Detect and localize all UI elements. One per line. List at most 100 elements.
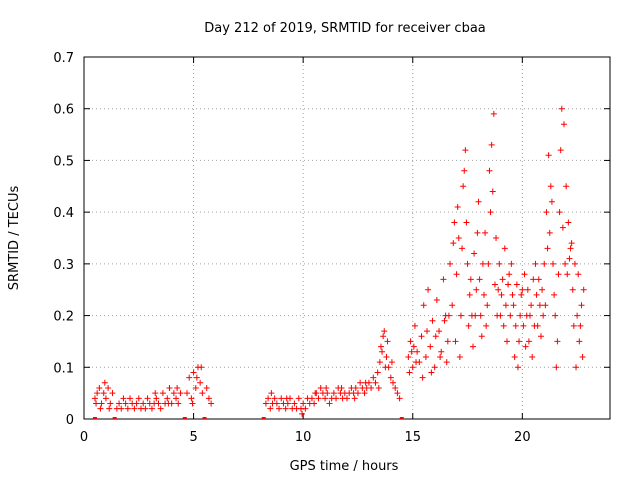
- data-point: [422, 353, 429, 360]
- data-point: [493, 235, 500, 241]
- data-point: [507, 312, 514, 319]
- data-point: [392, 384, 399, 391]
- data-point: [512, 322, 519, 329]
- data-point: [556, 209, 563, 216]
- y-tick-label: 0.5: [53, 154, 74, 169]
- data-point: [487, 209, 494, 216]
- data-point: [555, 271, 562, 278]
- data-point: [208, 400, 215, 407]
- data-point: [197, 379, 204, 386]
- y-axis-label: SRMTID / TECUs: [7, 186, 22, 291]
- y-tick-label: 0.4: [53, 206, 74, 221]
- data-point: [496, 260, 503, 267]
- data-point: [205, 395, 212, 402]
- data-point: [503, 338, 510, 345]
- data-point: [203, 384, 210, 391]
- data-point: [550, 260, 557, 267]
- data-point: [284, 400, 291, 407]
- data-point: [573, 364, 580, 371]
- data-point: [283, 395, 290, 402]
- data-point: [521, 271, 528, 278]
- data-point: [271, 395, 278, 402]
- data-point: [324, 390, 331, 397]
- data-point: [457, 312, 464, 319]
- data-point: [406, 369, 413, 376]
- data-point: [326, 400, 333, 407]
- data-point: [131, 405, 138, 412]
- data-point: [501, 245, 508, 252]
- data-point: [574, 312, 581, 319]
- data-point: [498, 291, 505, 298]
- data-point: [474, 229, 481, 236]
- data-point: [516, 338, 523, 345]
- data-point: [420, 302, 427, 309]
- data-point: [148, 405, 155, 412]
- data-point: [511, 353, 518, 360]
- data-point: [554, 338, 561, 345]
- data-point: [500, 322, 507, 329]
- data-point: [278, 395, 285, 402]
- data-point: [381, 328, 388, 335]
- data-point: [471, 250, 478, 257]
- data-point: [153, 395, 160, 402]
- data-point: [506, 271, 513, 278]
- data-point: [174, 384, 181, 391]
- data-point: [519, 286, 526, 293]
- data-point: [152, 390, 159, 397]
- data-point: [478, 333, 485, 340]
- chart-title: Day 212 of 2019, SRMTID for receiver cba…: [204, 21, 486, 36]
- data-point: [483, 322, 490, 329]
- x-tick-label: 10: [295, 430, 312, 445]
- data-point: [170, 390, 177, 397]
- data-point: [432, 333, 439, 340]
- y-axis: 0 0.1 0.2 0.3 0.4 0.5 0.6 0.7: [53, 51, 610, 428]
- x-tick-label: 20: [514, 430, 531, 445]
- data-point: [547, 183, 554, 190]
- x-tick-label: 0: [80, 430, 88, 445]
- data-point: [578, 302, 585, 309]
- y-tick-label: 0.3: [53, 258, 74, 273]
- data-point: [419, 374, 426, 381]
- data-point: [467, 276, 474, 283]
- data-point: [495, 286, 502, 293]
- data-point: [477, 312, 484, 319]
- data-point: [454, 203, 461, 210]
- data-point: [276, 405, 283, 412]
- data-point: [564, 271, 571, 278]
- data-point: [166, 384, 173, 391]
- data-point: [267, 405, 274, 412]
- data-point: [429, 317, 436, 324]
- data-point: [299, 410, 306, 417]
- data-point: [444, 338, 451, 345]
- data-point: [98, 400, 105, 407]
- data-point: [120, 395, 127, 402]
- data-point: [173, 395, 180, 402]
- data-point: [97, 405, 104, 412]
- data-point: [520, 322, 527, 329]
- data-point: [452, 338, 459, 345]
- data-point: [192, 384, 199, 391]
- data-point: [362, 379, 369, 386]
- data-point: [560, 121, 567, 128]
- x-tick-label: 15: [404, 430, 421, 445]
- data-point: [405, 353, 412, 360]
- data-point: [569, 286, 576, 293]
- data-point: [449, 302, 456, 309]
- data-point: [396, 395, 403, 402]
- y-tick-label: 0.2: [53, 310, 74, 325]
- data-point: [190, 369, 197, 376]
- data-point: [472, 312, 479, 319]
- data-point: [535, 276, 542, 283]
- data-point: [317, 384, 324, 391]
- data-point: [451, 219, 458, 226]
- data-point: [376, 359, 383, 366]
- data-point: [542, 302, 549, 309]
- data-point: [268, 390, 275, 397]
- data-point: [540, 312, 547, 319]
- data-point: [91, 395, 98, 402]
- data-point: [116, 400, 123, 407]
- data-point: [510, 302, 517, 309]
- data-point: [198, 364, 205, 371]
- data-point: [177, 390, 184, 397]
